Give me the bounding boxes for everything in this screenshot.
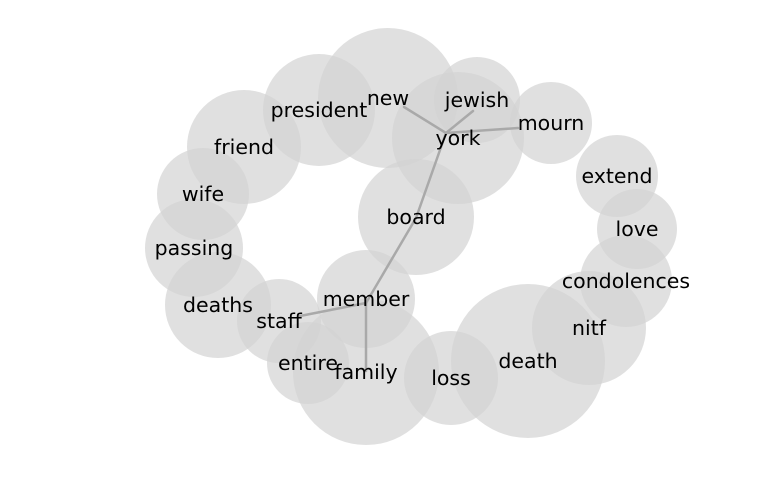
word-label-president: president <box>271 98 368 122</box>
links-layer <box>298 105 520 373</box>
bubble-extend <box>576 135 658 217</box>
link-member-staff <box>298 301 368 318</box>
word-label-new: new <box>367 86 409 110</box>
link-new-york <box>402 105 448 135</box>
bubble-mourn <box>510 82 592 164</box>
word-label-passing: passing <box>155 236 234 260</box>
word-label-jewish: jewish <box>444 88 509 112</box>
word-label-wife: wife <box>182 182 224 206</box>
word-label-entire: entire <box>278 351 338 375</box>
word-label-family: family <box>334 360 397 384</box>
word-label-love: love <box>616 217 659 241</box>
word-label-death: death <box>498 349 557 373</box>
bubble-member <box>317 250 415 348</box>
word-label-condolences: condolences <box>562 269 690 293</box>
link-york-mourn <box>444 126 520 135</box>
link-board-member <box>364 216 418 305</box>
link-york-board <box>414 131 448 220</box>
word-label-deaths: deaths <box>183 293 253 317</box>
labels-layer: new york jewish mourn president friend wife pas… <box>155 86 690 390</box>
word-label-member: member <box>323 287 410 311</box>
word-label-loss: loss <box>431 366 471 390</box>
word-label-nitf: nitf <box>572 316 607 340</box>
bubble-jewish <box>434 57 520 143</box>
word-label-mourn: mourn <box>518 111 585 135</box>
word-label-york: york <box>436 126 481 150</box>
word-label-board: board <box>386 205 445 229</box>
word-label-extend: extend <box>581 164 652 188</box>
word-label-staff: staff <box>256 309 302 333</box>
link-york-jewish <box>444 109 475 135</box>
word-label-friend: friend <box>214 135 274 159</box>
